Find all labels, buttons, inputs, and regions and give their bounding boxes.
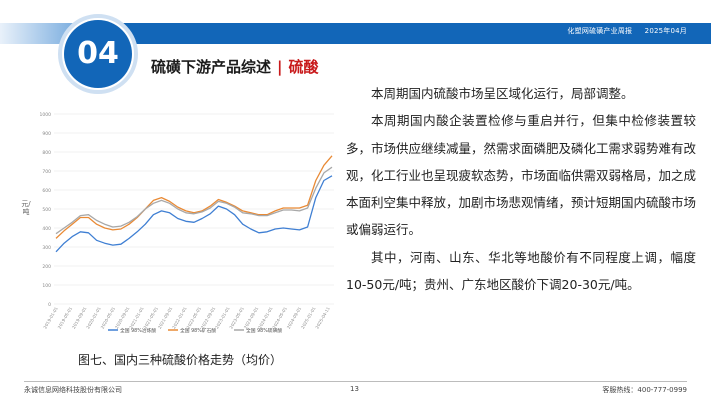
header-band — [0, 23, 711, 44]
series-line-1 — [55, 175, 333, 253]
y-tick-label: 100 — [42, 283, 51, 289]
y-tick-label: 600 — [42, 188, 51, 194]
title-main: 硫磺下游产品综述 — [151, 58, 272, 76]
y-tick-label: 300 — [42, 245, 51, 251]
report-name: 化塑网硫磺产业周报 — [567, 27, 633, 35]
price-chart: 0 100 200 300 400 500 600 700 800 900 1000 2019-01-… — [36, 108, 340, 344]
report-date: 2025年04月 — [644, 27, 687, 35]
y-tick-label: 900 — [42, 131, 51, 137]
y-tick-label: 700 — [42, 169, 51, 175]
body-text: 本周期国内硫酸市场呈区域化运行，局部调整。 本周期国内酸企装置检修与重启并行，但… — [346, 80, 696, 298]
paragraph-2: 本周期国内酸企装置检修与重启并行，但集中检修装置较多，市场供应继续减量，然需求面… — [346, 113, 697, 238]
series-line-3 — [55, 166, 333, 235]
chart-y-axis-label: 元/吨 — [21, 200, 31, 216]
legend-label: 全国 98%硫磺酸 — [246, 327, 282, 334]
paragraph-3: 其中，河南、山东、华北等地酸价有不同程度上调，幅度10-50元/吨；贵州、广东地… — [346, 249, 696, 293]
footer-divider — [24, 381, 687, 382]
chart-caption: 图七、国内三种硫酸价格走势（均价） — [78, 353, 283, 367]
footer-hotline: 客服热线：400-777-0999 — [602, 386, 687, 394]
page-number: 13 — [350, 385, 359, 393]
legend-label: 全国 98%冶炼酸 — [120, 327, 156, 334]
header-meta: 化塑网硫磺产业周报 2025年04月 — [557, 26, 687, 36]
y-tick-label: 0 — [48, 302, 51, 308]
y-tick-label: 200 — [42, 264, 51, 270]
paragraph-1: 本周期国内硫酸市场呈区域化运行，局部调整。 — [371, 86, 634, 101]
x-tick-label: 2025-04-11 — [314, 306, 331, 330]
y-tick-label: 800 — [42, 150, 51, 156]
y-tick-label: 500 — [42, 207, 51, 213]
price-chart-svg: 010020030040050060070080090010002019-01-… — [40, 112, 334, 334]
y-tick-label: 400 — [42, 226, 51, 232]
page-title: 硫磺下游产品综述 | 硫酸 — [151, 56, 319, 77]
title-subtitle: 硫酸 — [288, 58, 319, 76]
y-tick-label: 1000 — [40, 112, 52, 118]
series-line-2 — [55, 155, 333, 239]
legend-label: 全国 98%矿石酸 — [180, 327, 216, 334]
section-number-badge: 04 — [64, 20, 132, 88]
footer-company: 永诚信息网络科技股份有限公司 — [24, 386, 122, 394]
title-separator: | — [277, 58, 283, 76]
